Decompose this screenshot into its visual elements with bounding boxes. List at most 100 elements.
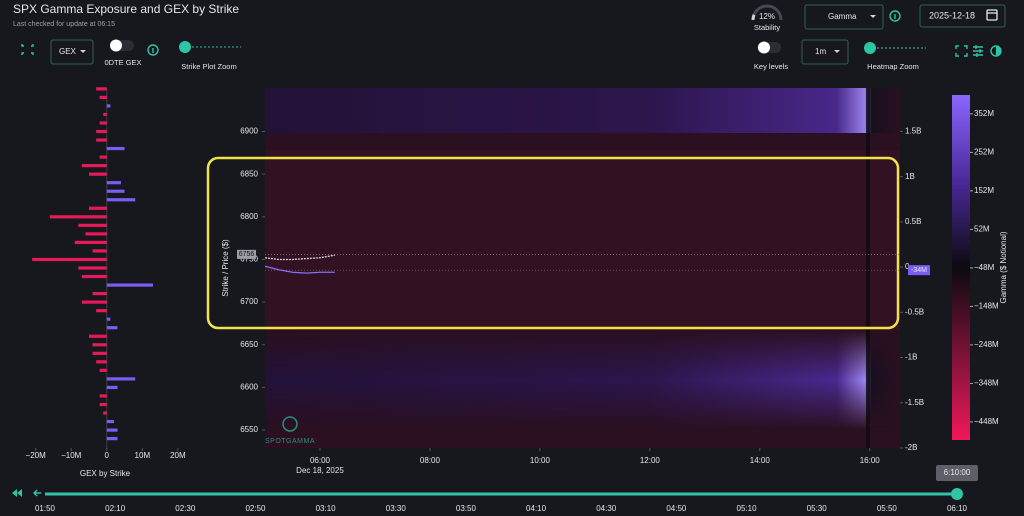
bar	[99, 402, 107, 407]
stability-value: 12%	[759, 12, 775, 21]
bar	[99, 394, 107, 398]
colorbar-tick-label: −448M	[974, 417, 999, 426]
settings-button[interactable]	[973, 45, 983, 57]
bar	[106, 104, 111, 108]
y2-tick-label: 0	[905, 262, 910, 271]
timeline-thumb[interactable]	[951, 488, 963, 500]
odte-toggle[interactable]	[110, 39, 134, 52]
stability-arc	[751, 14, 756, 21]
update-note: Last checked for update at 06:15	[13, 21, 115, 28]
bar	[106, 437, 118, 441]
bar	[106, 385, 118, 390]
bar	[99, 155, 107, 159]
bar	[92, 343, 107, 347]
strike-zoom-label: Strike Plot Zoom	[181, 62, 236, 71]
gex-select[interactable]: GEX	[50, 39, 94, 65]
timeline-tick-label: 03:10	[316, 504, 337, 513]
bar	[81, 300, 107, 304]
bar	[32, 257, 107, 262]
watermark-logo	[282, 416, 298, 432]
bar	[99, 368, 107, 372]
stability-label: Stability	[754, 23, 781, 32]
y-tick-label: 6850	[240, 169, 258, 178]
timeline-tooltip	[936, 465, 978, 481]
timeline-tick-label: 04:50	[666, 504, 687, 513]
colorbar-tick-label: 52M	[974, 224, 990, 233]
highlight-box	[206, 156, 900, 330]
bar	[89, 206, 107, 210]
x-tick-label: 20M	[170, 451, 186, 460]
gex-tag-text: -34M	[911, 267, 927, 274]
colorbar-tick-label: 352M	[974, 109, 994, 118]
bar	[103, 112, 107, 117]
interval-select[interactable]: 1m	[801, 39, 849, 65]
bar	[89, 334, 107, 338]
y-tick-label: 6550	[240, 425, 258, 434]
y2-tick-label: 0.5B	[905, 217, 921, 226]
bar	[106, 326, 118, 330]
bar	[92, 291, 107, 296]
bar	[106, 419, 114, 424]
colorbar-tick-label: −348M	[974, 379, 999, 388]
y2-tick-label: -2B	[905, 443, 917, 452]
strike-zoom-slider[interactable]	[179, 41, 241, 53]
y-tick-label: 6750	[240, 255, 258, 264]
bar	[78, 266, 107, 270]
y-tick-label: 6900	[240, 127, 258, 136]
colorbar-label: Gamma ($ Notional)	[999, 231, 1008, 303]
fullscreen-button[interactable]	[955, 45, 968, 57]
price-tag	[237, 249, 256, 259]
y2-tick-label: 1.5B	[905, 127, 921, 136]
theme-button[interactable]	[990, 45, 1002, 57]
bar	[85, 232, 107, 236]
bar	[99, 121, 107, 125]
bar	[106, 283, 153, 287]
timeline-tick-label: 02:10	[105, 504, 126, 513]
bar	[49, 215, 107, 219]
timeline-tick-label: 02:30	[175, 504, 196, 513]
bar	[89, 172, 107, 176]
info-button[interactable]	[889, 10, 901, 22]
y2-tick-label: -1B	[905, 353, 917, 362]
bar	[96, 87, 107, 91]
timeline-tick-label: 03:50	[456, 504, 477, 513]
x-tick-label: 14:00	[750, 456, 771, 465]
colorbar-tick-label: 152M	[974, 186, 994, 195]
rewind-button[interactable]	[12, 489, 22, 497]
back-button[interactable]	[33, 489, 41, 497]
bar	[81, 164, 107, 168]
price-line-series	[264, 265, 335, 274]
bar	[81, 274, 107, 279]
timeline-tick-label: 06:10	[947, 504, 968, 513]
watermark: SPOTGAMMA	[265, 438, 315, 445]
gex-select-text: GEX	[59, 47, 77, 56]
expand-button[interactable]	[21, 44, 34, 55]
key-levels-toggle[interactable]	[757, 41, 781, 54]
metric-select[interactable]: Gamma	[804, 4, 884, 30]
timeline-tick-label: 04:10	[526, 504, 547, 513]
x-tick-label: −10M	[61, 451, 82, 460]
y2-tick-label: -1.5B	[905, 398, 924, 407]
info-button[interactable]	[147, 44, 159, 56]
gex-tag	[908, 265, 930, 276]
timeline-tick-label: 01:50	[35, 504, 56, 513]
heatmap-zoom-slider[interactable]	[864, 42, 926, 54]
price-tag-text: 6756	[239, 251, 255, 258]
x-tick-label: 0	[105, 451, 110, 460]
y-tick-label: 6700	[240, 297, 258, 306]
x-tick-label: −20M	[26, 451, 47, 460]
colorbar-tick-label: −48M	[974, 263, 995, 272]
bar	[96, 138, 107, 142]
y-axis-label: Strike / Price ($)	[221, 239, 230, 297]
y2-tick-label: 1B	[905, 172, 915, 181]
bar	[96, 309, 107, 313]
date-picker[interactable]: 2025-12-18	[919, 4, 1006, 28]
y2-tick-label: -0.5B	[905, 307, 924, 316]
x-tick-label: 12:00	[640, 456, 661, 465]
stability-gauge: 12% Stability	[751, 4, 783, 32]
key-levels-label: Key levels	[754, 62, 788, 71]
timeline-controls: 6:10:00	[12, 465, 978, 500]
y-tick-label: 6650	[240, 340, 258, 349]
bar	[106, 317, 111, 321]
colorbar-tick-label: −148M	[974, 301, 999, 310]
